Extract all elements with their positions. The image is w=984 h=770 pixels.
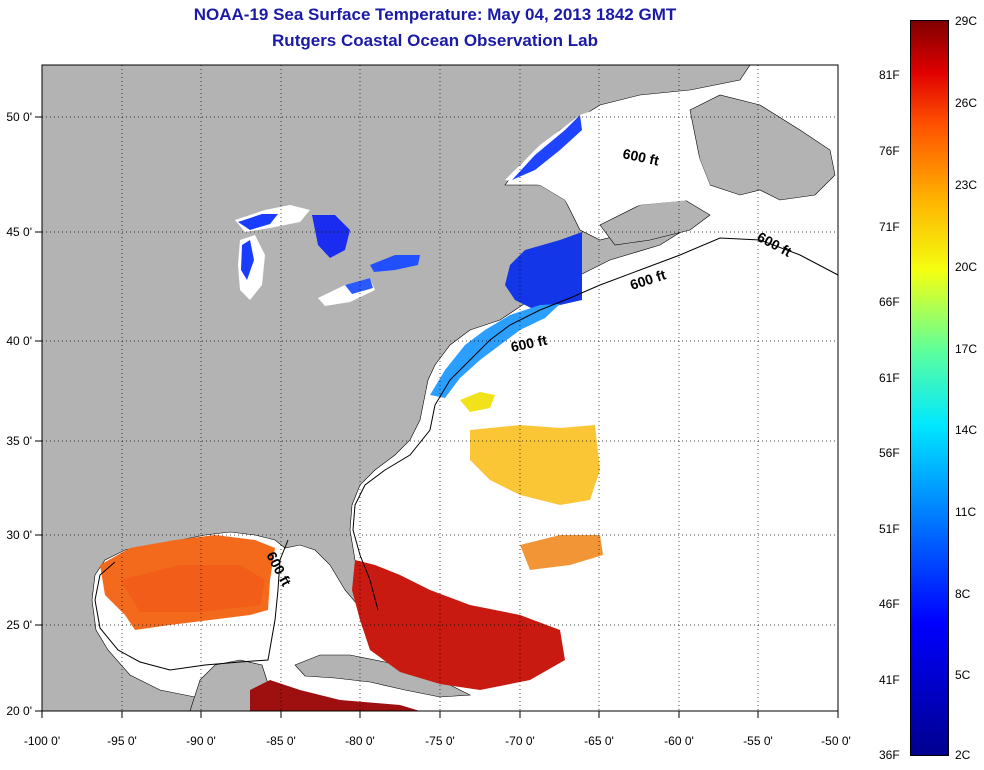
cb-label-76f: 76F bbox=[879, 144, 900, 158]
cb-label-8c: 8C bbox=[955, 587, 971, 601]
shelf-sst-lightblue bbox=[430, 304, 560, 398]
lon-label-65: -65 0' bbox=[584, 734, 614, 748]
lake-erie-sst bbox=[345, 278, 373, 294]
cb-label-29c: 29C bbox=[955, 14, 978, 28]
cb-label-2c: 2C bbox=[955, 748, 971, 762]
lat-label-35: 35 0' bbox=[6, 434, 32, 448]
lake-superior-sst bbox=[238, 214, 278, 230]
cb-label-81f: 81F bbox=[879, 68, 900, 82]
lon-label-70: -70 0' bbox=[505, 734, 535, 748]
st-lawrence-sst bbox=[512, 115, 582, 180]
cb-label-14c: 14C bbox=[955, 423, 978, 437]
lat-label-50: 50 0' bbox=[6, 110, 32, 124]
lake-michigan-sst bbox=[241, 240, 254, 280]
gulf-of-mexico-sst-inner bbox=[120, 565, 265, 612]
lon-label-50: -50 0' bbox=[821, 734, 851, 748]
cb-label-23c: 23C bbox=[955, 178, 978, 192]
lon-label-100: -100 0' bbox=[24, 734, 60, 748]
cb-label-51f: 51F bbox=[879, 522, 900, 536]
lon-label-55: -55 0' bbox=[743, 734, 773, 748]
cb-label-61f: 61F bbox=[879, 371, 900, 385]
land-cuba bbox=[294, 654, 472, 698]
isobath-600ft bbox=[94, 237, 838, 671]
lon-label-75: -75 0' bbox=[425, 734, 455, 748]
axis-ticks bbox=[35, 116, 839, 718]
map-title: NOAA-19 Sea Surface Temperature: May 04,… bbox=[193, 5, 677, 24]
shelf-sst-blue bbox=[505, 232, 582, 310]
lon-label-85: -85 0' bbox=[266, 734, 296, 748]
lake-ontario bbox=[370, 255, 420, 272]
map-subtitle: Rutgers Coastal Ocean Observation Lab bbox=[272, 31, 598, 50]
gulfstream-sst-yellow bbox=[460, 392, 495, 412]
cb-label-66f: 66F bbox=[879, 295, 900, 309]
cb-label-26c: 26C bbox=[955, 96, 978, 110]
temperature-colorbar bbox=[910, 20, 949, 756]
cb-label-5c: 5C bbox=[955, 668, 971, 682]
lon-label-60: -60 0' bbox=[664, 734, 694, 748]
cb-label-46f: 46F bbox=[879, 597, 900, 611]
cb-label-17c: 17C bbox=[955, 342, 978, 356]
cb-label-20c: 20C bbox=[955, 260, 978, 274]
gulfstream-sst-orange bbox=[470, 425, 600, 505]
lat-label-45: 45 0' bbox=[6, 225, 32, 239]
isobath-label-mid-atlantic: 600 ft bbox=[509, 332, 548, 355]
caribbean-sst-deep bbox=[250, 680, 420, 711]
isobath-label-newfoundland: 600 ft bbox=[621, 145, 660, 168]
lat-label-30: 30 0' bbox=[6, 528, 32, 542]
land-north-america bbox=[42, 65, 751, 711]
cb-label-56f: 56F bbox=[879, 446, 900, 460]
gulf-st-lawrence bbox=[505, 108, 710, 225]
lat-label-40: 40 0' bbox=[6, 334, 32, 348]
cb-label-36f: 36F bbox=[879, 748, 900, 762]
lat-label-25: 25 0' bbox=[6, 618, 32, 632]
lon-label-80: -80 0' bbox=[345, 734, 375, 748]
lon-label-90: -90 0' bbox=[186, 734, 216, 748]
graticule bbox=[42, 65, 838, 711]
cb-label-11c: 11C bbox=[955, 505, 977, 519]
lat-label-20: 20 0' bbox=[6, 704, 32, 718]
offshore-sst-orange bbox=[520, 535, 603, 570]
lake-huron bbox=[312, 215, 350, 258]
cb-label-71f: 71F bbox=[879, 220, 900, 234]
lon-label-95: -95 0' bbox=[107, 734, 137, 748]
cb-label-41f: 41F bbox=[879, 673, 900, 687]
